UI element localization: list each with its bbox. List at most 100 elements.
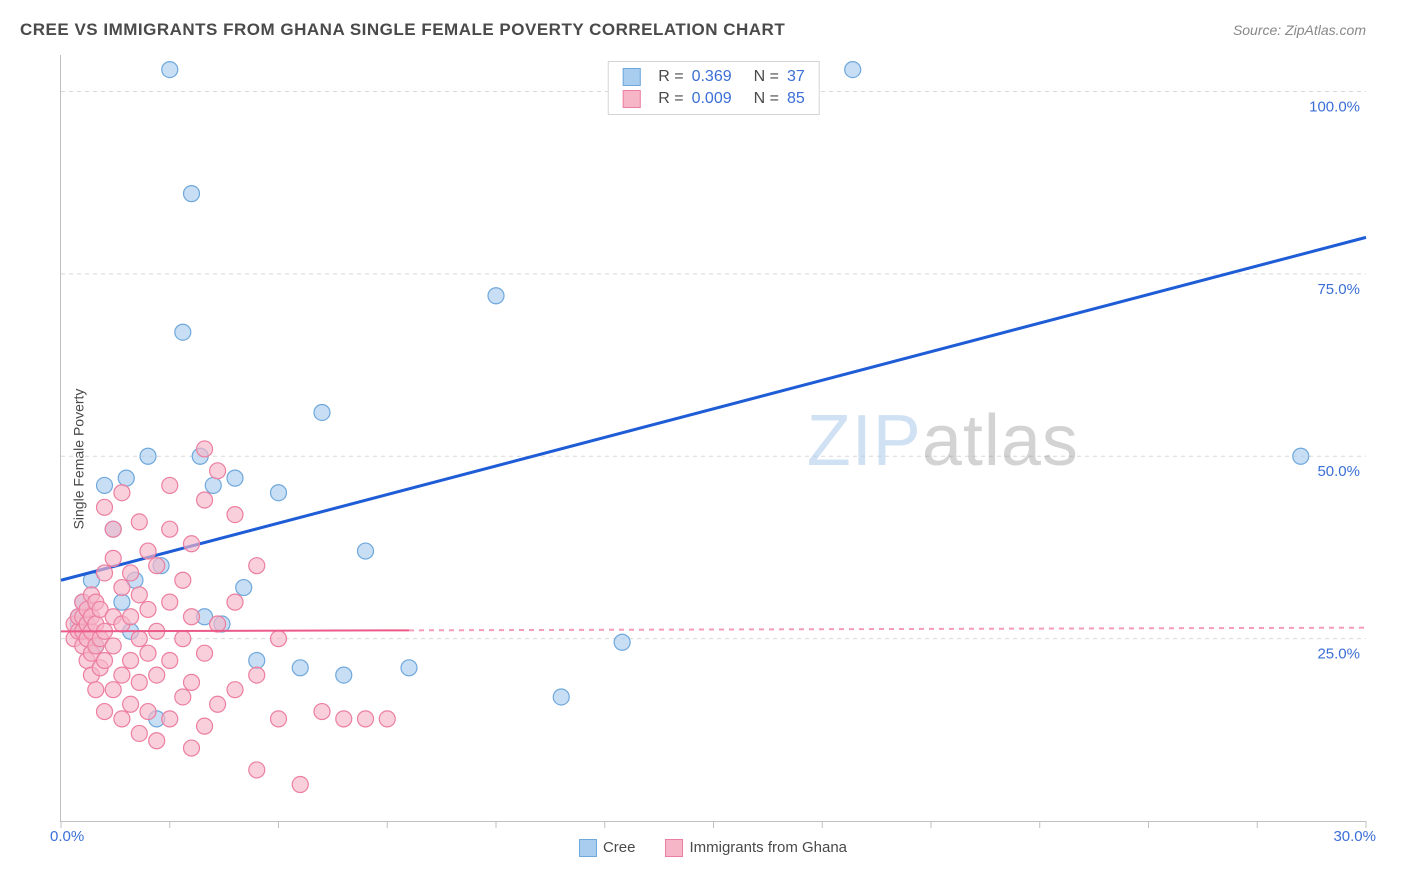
data-point	[614, 634, 630, 650]
data-point	[140, 448, 156, 464]
n-value: 37	[787, 68, 805, 86]
data-point	[123, 565, 139, 581]
data-point	[97, 704, 113, 720]
data-point	[88, 682, 104, 698]
data-point	[97, 499, 113, 515]
data-point	[131, 631, 147, 647]
data-point	[197, 441, 213, 457]
data-point	[114, 485, 130, 501]
data-point	[140, 645, 156, 661]
data-point	[114, 711, 130, 727]
legend-swatch	[665, 839, 683, 857]
data-point	[105, 638, 121, 654]
data-point	[236, 580, 252, 596]
data-point	[105, 550, 121, 566]
y-tick-label: 75.0%	[1317, 281, 1360, 298]
data-point	[358, 711, 374, 727]
data-point	[1293, 448, 1309, 464]
data-point	[118, 470, 134, 486]
data-point	[149, 733, 165, 749]
data-point	[314, 404, 330, 420]
data-point	[184, 674, 200, 690]
data-point	[149, 667, 165, 683]
data-point	[184, 186, 200, 202]
data-point	[123, 696, 139, 712]
trend-line-solid	[61, 630, 409, 631]
n-label: N =	[754, 90, 779, 108]
data-point	[162, 711, 178, 727]
data-point	[114, 594, 130, 610]
data-point	[149, 558, 165, 574]
data-point	[336, 711, 352, 727]
data-point	[227, 470, 243, 486]
data-point	[336, 667, 352, 683]
data-point	[162, 594, 178, 610]
legend-row: R = 0.369 N = 37	[622, 66, 805, 88]
data-point	[271, 711, 287, 727]
data-point	[140, 601, 156, 617]
data-point	[845, 62, 861, 78]
data-point	[184, 536, 200, 552]
legend-swatch	[622, 68, 640, 86]
data-point	[292, 660, 308, 676]
data-point	[162, 653, 178, 669]
series-name: Cree	[603, 839, 636, 856]
source-attribution: Source: ZipAtlas.com	[1233, 22, 1366, 38]
data-point	[197, 718, 213, 734]
data-point	[271, 631, 287, 647]
data-point	[97, 565, 113, 581]
data-point	[184, 609, 200, 625]
r-value: 0.009	[692, 90, 732, 108]
data-point	[175, 689, 191, 705]
series-legend: Cree Immigrants from Ghana	[60, 839, 1366, 857]
data-point	[249, 667, 265, 683]
legend-row: R = 0.009 N = 85	[622, 88, 805, 110]
data-point	[210, 696, 226, 712]
series-name: Immigrants from Ghana	[689, 839, 847, 856]
data-point	[249, 558, 265, 574]
data-point	[114, 667, 130, 683]
data-point	[210, 463, 226, 479]
series-legend-item: Cree	[579, 839, 636, 857]
data-point	[162, 521, 178, 537]
data-point	[175, 324, 191, 340]
y-tick-label: 50.0%	[1317, 463, 1360, 480]
data-point	[140, 704, 156, 720]
r-label: R =	[658, 68, 683, 86]
series-legend-item: Immigrants from Ghana	[665, 839, 847, 857]
data-point	[227, 507, 243, 523]
data-point	[123, 653, 139, 669]
r-value: 0.369	[692, 68, 732, 86]
data-point	[105, 682, 121, 698]
data-point	[249, 653, 265, 669]
y-tick-label: 25.0%	[1317, 646, 1360, 663]
data-point	[131, 514, 147, 530]
data-point	[314, 704, 330, 720]
legend-swatch	[622, 90, 640, 108]
data-point	[358, 543, 374, 559]
n-label: N =	[754, 68, 779, 86]
n-value: 85	[787, 90, 805, 108]
data-point	[227, 682, 243, 698]
plot-area: 25.0%50.0%75.0%100.0% ZIPatlas R =0.369N…	[60, 55, 1366, 822]
r-label: R =	[658, 90, 683, 108]
data-point	[175, 572, 191, 588]
y-tick-label: 100.0%	[1309, 98, 1360, 115]
data-point	[123, 609, 139, 625]
data-point	[175, 631, 191, 647]
data-point	[114, 580, 130, 596]
data-point	[97, 653, 113, 669]
chart-title: CREE VS IMMIGRANTS FROM GHANA SINGLE FEM…	[20, 20, 785, 40]
trend-line-dashed	[409, 628, 1366, 631]
data-point	[162, 62, 178, 78]
data-point	[249, 762, 265, 778]
trend-line	[61, 237, 1366, 580]
correlation-legend: R = 0.369 N = 37 R = 0.009 N = 85	[607, 61, 820, 115]
data-point	[131, 725, 147, 741]
data-point	[227, 594, 243, 610]
data-point	[131, 587, 147, 603]
legend-swatch	[579, 839, 597, 857]
data-point	[97, 477, 113, 493]
data-point	[553, 689, 569, 705]
data-point	[292, 777, 308, 793]
